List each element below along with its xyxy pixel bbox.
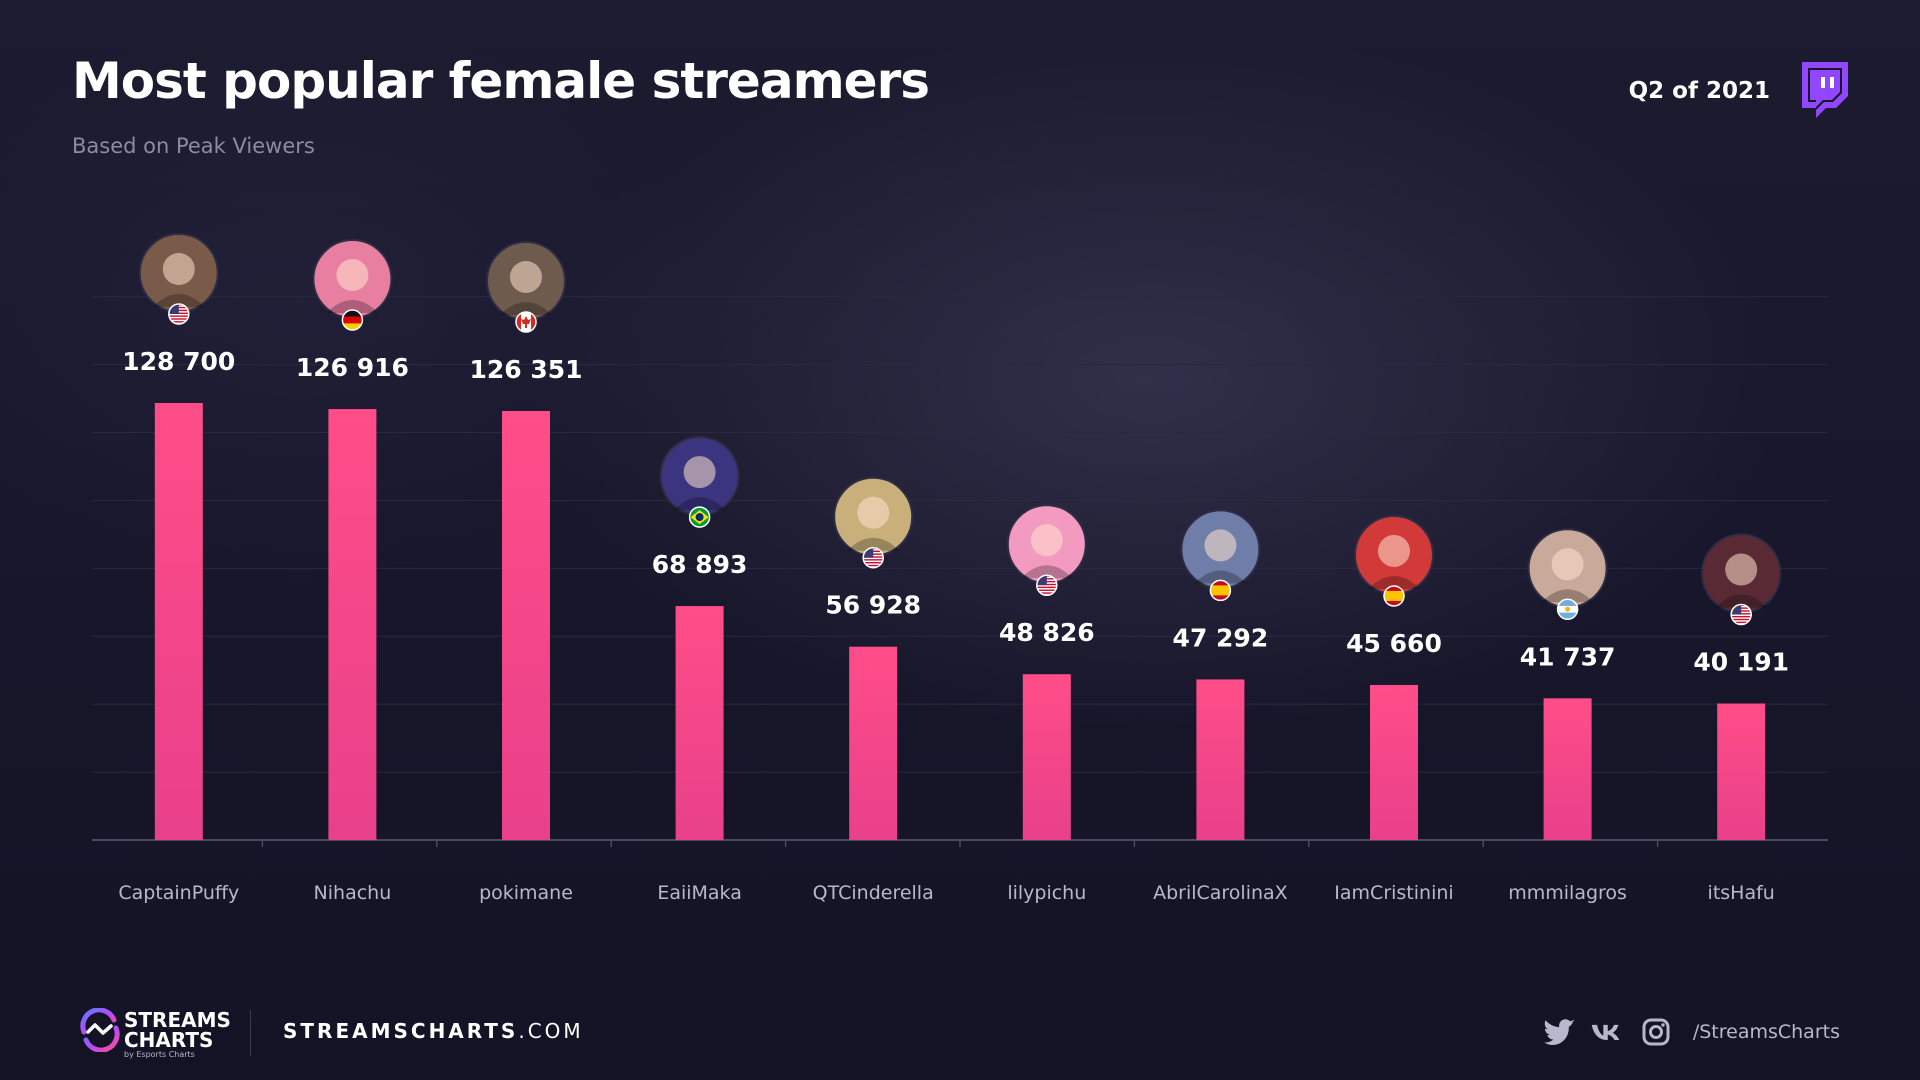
chart-title: Most popular female streamers: [72, 52, 930, 110]
brand-line-1: STREAMS: [124, 1008, 231, 1032]
twitch-icon: [1802, 62, 1848, 118]
footer-divider: [250, 1010, 251, 1056]
twitter-icon[interactable]: [1544, 1018, 1576, 1046]
bar[interactable]: [1543, 698, 1592, 840]
country-flag-de-icon: [342, 310, 363, 331]
brand-line-2: CHARTS: [124, 1028, 214, 1052]
country-flag-us-icon: [1036, 575, 1057, 596]
avatar[interactable]: [1527, 528, 1608, 609]
data-label: 40 191: [1693, 648, 1789, 677]
bar-group: 41 737 mmmilagros: [1508, 528, 1627, 904]
avatar[interactable]: [486, 240, 566, 321]
bar[interactable]: [1370, 684, 1418, 840]
avatar[interactable]: [138, 233, 219, 313]
bar-group: 47 292 AbrilCarolinaX: [1153, 509, 1288, 904]
avatar[interactable]: [312, 239, 393, 320]
country-flag-es-icon: [1210, 580, 1231, 601]
chart-subtitle: Based on Peak Viewers: [72, 134, 315, 158]
data-label: 68 893: [652, 550, 748, 579]
data-label: 126 351: [469, 355, 582, 384]
bar-group: 45 660 IamCristinini: [1334, 514, 1454, 904]
category-label: AbrilCarolinaX: [1153, 882, 1288, 904]
data-label: 56 928: [825, 591, 921, 620]
bar[interactable]: [502, 410, 550, 840]
country-flag-ar-icon: [1557, 599, 1578, 620]
category-label: pokimane: [479, 882, 573, 904]
bar-group: 126 351 pokimane: [469, 240, 583, 904]
bar[interactable]: [1196, 679, 1245, 840]
data-label: 126 916: [296, 353, 409, 382]
country-flag-ca-icon: [516, 311, 536, 332]
category-label: itsHafu: [1708, 882, 1775, 904]
bar-group: 128 700 CaptainPuffy: [118, 233, 239, 904]
bar[interactable]: [849, 646, 898, 840]
site-url-rest: .COM: [518, 1019, 584, 1043]
category-label: mmmilagros: [1508, 882, 1627, 904]
bar-group: 48 826 lilypichu: [999, 504, 1095, 904]
site-url[interactable]: STREAMSCHARTS.COM: [283, 1019, 584, 1043]
vk-icon[interactable]: [1590, 1018, 1622, 1046]
bar-group: 126 916 Nihachu: [296, 239, 409, 904]
instagram-icon[interactable]: [1640, 1018, 1672, 1046]
category-label: Nihachu: [314, 882, 392, 904]
streamscharts-logo-icon: [80, 1008, 120, 1052]
bar-group: 68 893 EaiiMaka: [652, 436, 748, 904]
bar[interactable]: [1717, 703, 1766, 840]
country-flag-us-icon: [168, 304, 189, 324]
social-handle[interactable]: /StreamsCharts: [1692, 1021, 1840, 1043]
category-label: EaiiMaka: [657, 882, 742, 904]
category-label: IamCristinini: [1334, 882, 1453, 904]
bar[interactable]: [328, 409, 377, 840]
country-flag-es-icon: [1384, 585, 1404, 606]
avatar[interactable]: [1006, 504, 1087, 585]
avatar[interactable]: [1701, 533, 1782, 614]
data-label: 128 700: [122, 347, 235, 376]
bar-group: 56 928 QTCinderella: [813, 476, 934, 904]
bar-group: 40 191 itsHafu: [1693, 533, 1789, 904]
avatar[interactable]: [659, 436, 740, 517]
data-label: 48 826: [999, 618, 1095, 647]
avatar[interactable]: [1354, 514, 1434, 595]
country-flag-us-icon: [863, 547, 884, 568]
avatar[interactable]: [833, 476, 914, 557]
bar[interactable]: [1022, 674, 1071, 840]
brand-name: STREAMS CHARTS: [124, 1010, 234, 1050]
category-label: lilypichu: [1007, 882, 1086, 904]
bar[interactable]: [154, 403, 203, 840]
bar[interactable]: [675, 606, 724, 840]
data-label: 47 292: [1173, 623, 1269, 652]
avatar[interactable]: [1180, 509, 1261, 590]
category-label: CaptainPuffy: [118, 882, 239, 904]
category-label: QTCinderella: [813, 882, 934, 904]
site-url-bold: STREAMSCHARTS: [283, 1019, 519, 1043]
country-flag-us-icon: [1731, 604, 1752, 625]
period-label: Q2 of 2021: [1628, 78, 1770, 104]
country-flag-br-icon: [689, 507, 710, 528]
data-label: 45 660: [1346, 629, 1442, 658]
brand-tagline: by Esports Charts: [124, 1050, 195, 1059]
data-label: 41 737: [1520, 642, 1616, 671]
